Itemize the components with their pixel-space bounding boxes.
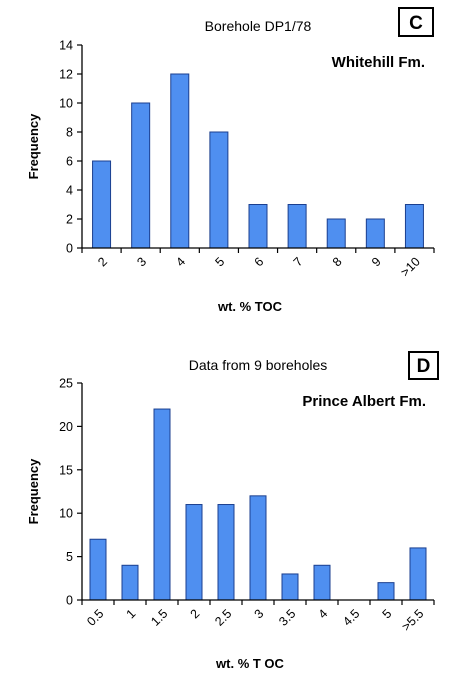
bar <box>313 564 331 601</box>
x-tick-label: 1 <box>124 607 139 622</box>
bar <box>365 218 385 249</box>
x-tick-label: 8 <box>330 255 345 270</box>
bar <box>217 504 235 601</box>
y-axis-title: Frequency <box>26 458 41 525</box>
x-tick-label: 5 <box>213 255 228 270</box>
bar <box>287 204 307 249</box>
x-tick-label: 0.5 <box>84 607 106 629</box>
panel-letter: D <box>417 356 431 377</box>
x-tick-label: 4 <box>173 255 188 270</box>
panel-letter-box <box>408 351 439 380</box>
formation-label: Prince Albert Fm. <box>302 393 426 410</box>
bar <box>404 204 424 249</box>
bar <box>185 504 203 601</box>
bar <box>153 408 171 601</box>
x-axis-title: wt. % TOC <box>217 299 283 314</box>
y-tick-label: 20 <box>59 420 73 434</box>
y-tick-label: 6 <box>66 155 73 169</box>
x-tick-label: 6 <box>252 255 267 270</box>
x-tick-label: 4.5 <box>340 607 362 629</box>
x-tick-label: 5 <box>380 607 395 622</box>
chart-panel-c: Borehole DP1/78 C Whitehill Fm. 0 2 4 6 8 10 12 14… <box>26 7 435 314</box>
y-tick-label: 25 <box>59 377 73 391</box>
y-tick-label: 10 <box>59 97 73 111</box>
bar <box>92 160 112 249</box>
bar <box>170 73 190 249</box>
x-tick-label: 7 <box>291 255 306 270</box>
y-tick-label: 10 <box>59 507 73 521</box>
panel-letter: C <box>409 13 423 34</box>
x-tick-label: 1.5 <box>148 607 170 629</box>
x-tick-label: 4 <box>316 607 331 622</box>
chart-title: Data from 9 boreholes <box>189 357 328 373</box>
y-tick-label: 15 <box>59 463 73 477</box>
y-tick-label: 8 <box>66 126 73 140</box>
bar <box>89 538 107 601</box>
x-tick-label: 2 <box>95 255 110 270</box>
x-tick-label: >10 <box>398 255 423 280</box>
x-tick-label: 3 <box>252 607 267 622</box>
panel-letter-box <box>398 7 434 37</box>
x-tick-label: 2 <box>188 607 203 622</box>
bar <box>121 564 139 601</box>
y-tick-label: 2 <box>66 213 73 227</box>
formation-label: Whitehill Fm. <box>332 54 425 71</box>
bar <box>209 131 229 249</box>
bar <box>131 102 151 249</box>
bar <box>249 495 267 601</box>
y-tick-label: 5 <box>66 550 73 564</box>
bar <box>326 218 346 249</box>
y-axis-title: Frequency <box>26 113 41 180</box>
y-tick-label: 12 <box>59 68 73 82</box>
bar <box>281 573 299 601</box>
chart-panel-d: Data from 9 boreholes D Prince Albert Fm. 0… <box>26 351 439 671</box>
y-tick-label: 0 <box>66 242 73 256</box>
y-tick-label: 4 <box>66 184 73 198</box>
bar <box>377 582 395 601</box>
bar <box>409 547 427 601</box>
x-tick-label: 3 <box>134 255 149 270</box>
bar <box>248 204 268 249</box>
y-tick-label: 0 <box>66 594 73 608</box>
x-tick-label: >5.5 <box>399 607 426 634</box>
x-tick-label: 9 <box>369 255 384 270</box>
chart-title: Borehole DP1/78 <box>205 18 312 34</box>
x-tick-label: 2.5 <box>212 607 234 629</box>
x-tick-label: 3.5 <box>276 607 298 629</box>
y-tick-label: 14 <box>59 39 73 53</box>
x-axis-title: wt. % T OC <box>215 656 285 671</box>
